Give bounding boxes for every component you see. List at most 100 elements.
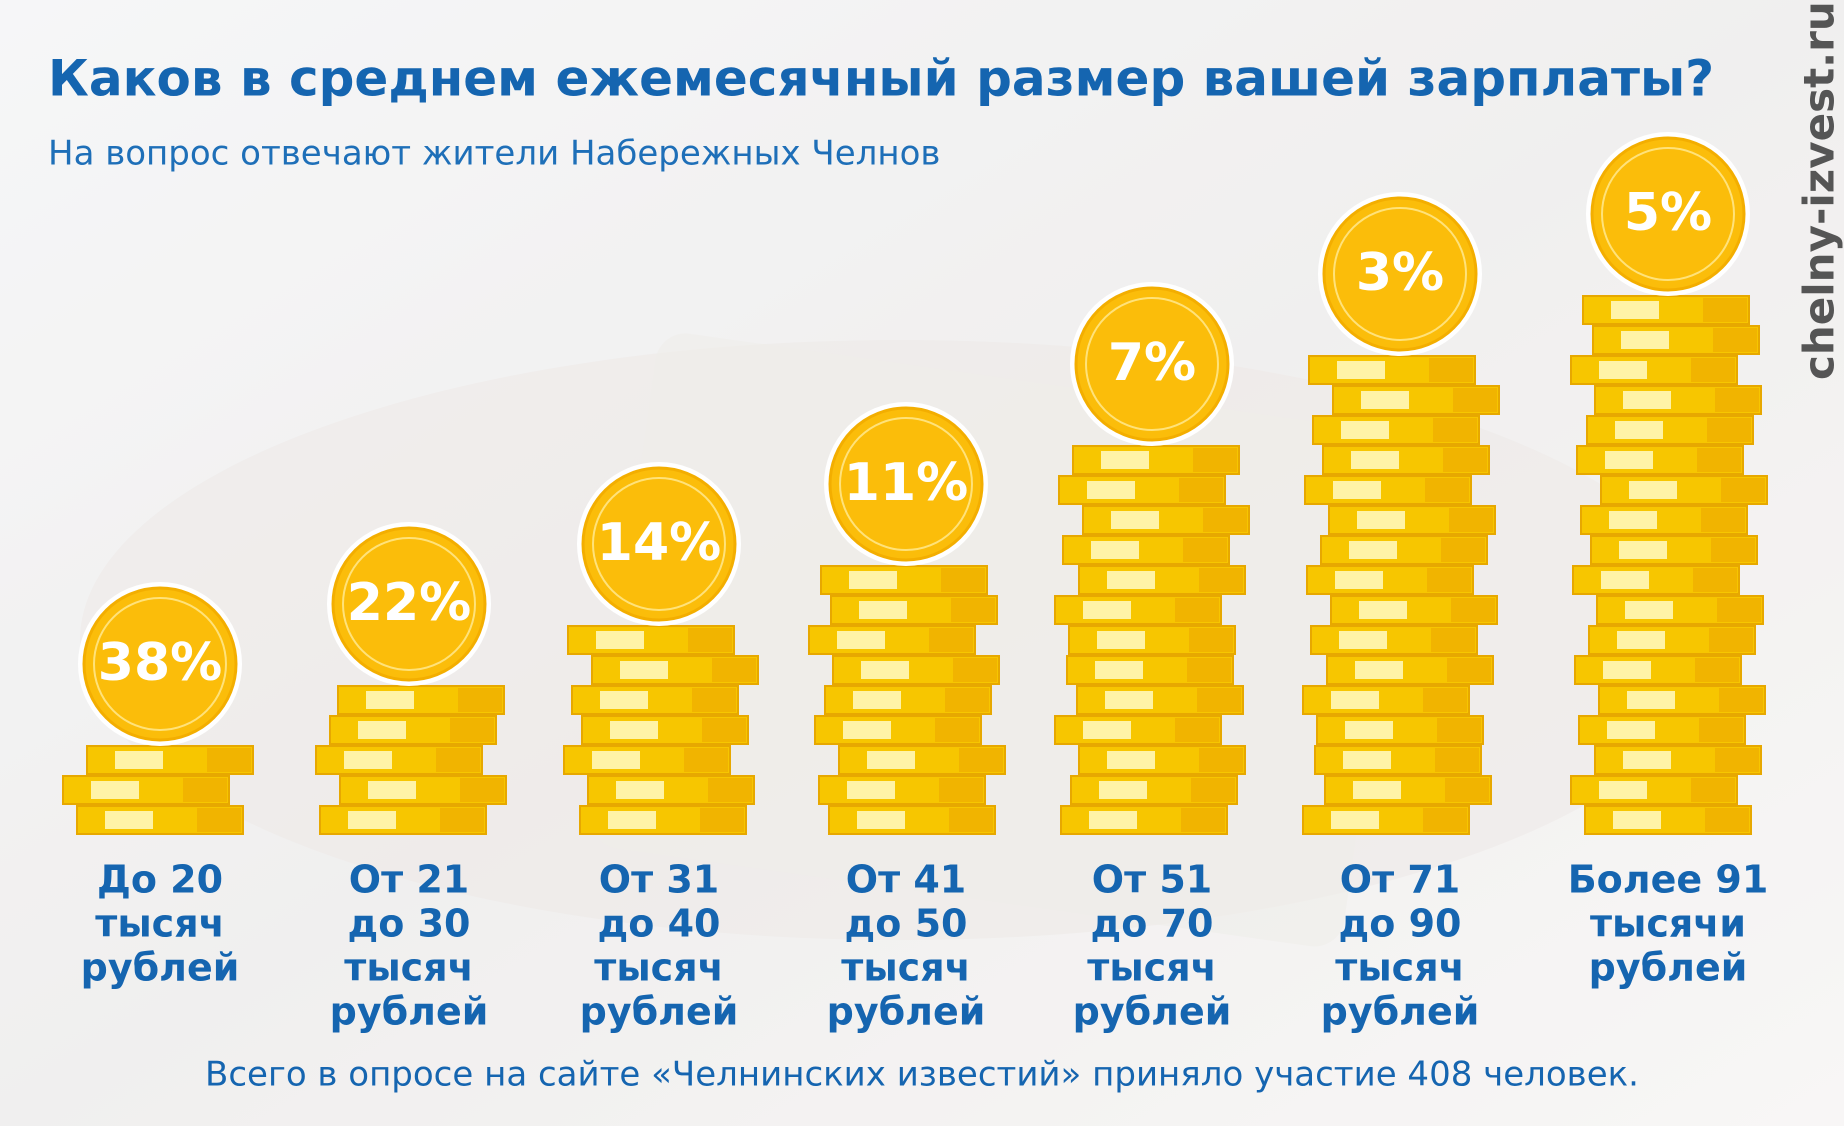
badge-inner bbox=[342, 537, 476, 671]
value-badge bbox=[581, 466, 737, 622]
coin-shine bbox=[1603, 661, 1651, 679]
value-label: 11% bbox=[844, 453, 968, 513]
value-badge bbox=[82, 586, 238, 742]
coin-shine bbox=[1627, 691, 1675, 709]
coin-edge bbox=[708, 778, 752, 802]
coin-edge bbox=[183, 778, 227, 802]
coin-edge bbox=[1697, 448, 1741, 472]
coin-edge bbox=[1711, 538, 1755, 562]
coin-edge bbox=[949, 808, 993, 832]
coin-edge bbox=[1693, 568, 1737, 592]
category-label: тысяч bbox=[594, 946, 723, 990]
coin-shine bbox=[849, 571, 897, 589]
category-label: рублей bbox=[330, 990, 489, 1034]
badge-inner bbox=[592, 477, 726, 611]
coin-shine bbox=[1089, 811, 1137, 829]
coin-edge bbox=[1715, 388, 1759, 412]
category-label: От 51 bbox=[1092, 858, 1212, 902]
coin-edge bbox=[197, 808, 241, 832]
coin-shine bbox=[358, 721, 406, 739]
category-label: рублей bbox=[827, 990, 986, 1034]
coin-edge bbox=[1447, 658, 1491, 682]
coin-shine bbox=[1351, 451, 1399, 469]
coin-edge bbox=[1423, 688, 1467, 712]
coin-edge bbox=[702, 718, 746, 742]
coin-shine bbox=[1083, 601, 1131, 619]
coin-shine bbox=[1111, 511, 1159, 529]
coin-edge bbox=[460, 778, 504, 802]
category-label: От 31 bbox=[599, 858, 719, 902]
coin-shine bbox=[853, 691, 901, 709]
value-label: 22% bbox=[347, 573, 471, 633]
coin-edge bbox=[712, 658, 756, 682]
coin-edge bbox=[1449, 508, 1493, 532]
coin-stack bbox=[808, 565, 1006, 835]
category-label: до 90 bbox=[1339, 902, 1462, 946]
coin-stack bbox=[1302, 355, 1500, 835]
coin-shine bbox=[1359, 601, 1407, 619]
value-label: 3% bbox=[1356, 243, 1444, 303]
category-label: тысяч bbox=[841, 946, 970, 990]
coin-shine bbox=[115, 751, 163, 769]
coin-edge bbox=[684, 748, 728, 772]
coin-shine bbox=[1621, 331, 1669, 349]
coin-edge bbox=[953, 658, 997, 682]
coin-edge bbox=[1703, 298, 1747, 322]
category-label: до 70 bbox=[1091, 902, 1214, 946]
category-label: От 21 bbox=[349, 858, 469, 902]
coin-shine bbox=[1331, 691, 1379, 709]
watermark: chelny-izvest.ru bbox=[1795, 1, 1844, 380]
coin-shine bbox=[1609, 511, 1657, 529]
coin-edge bbox=[1425, 478, 1469, 502]
category-label: рублей bbox=[1073, 990, 1232, 1034]
coin-edge bbox=[1717, 598, 1761, 622]
coin-shine bbox=[1619, 541, 1667, 559]
coin-shine bbox=[859, 601, 907, 619]
coin-edge bbox=[450, 718, 494, 742]
coin-edge bbox=[1179, 478, 1223, 502]
coin-shine bbox=[1105, 691, 1153, 709]
coin-edge bbox=[1189, 628, 1233, 652]
coin-shine bbox=[1625, 601, 1673, 619]
chart-title: Каков в среднем ежемесячный размер вашей… bbox=[48, 50, 1714, 108]
coin-shine bbox=[1087, 481, 1135, 499]
coin-edge bbox=[1691, 778, 1735, 802]
coin-edge bbox=[1197, 688, 1241, 712]
badge-inner bbox=[1085, 297, 1219, 431]
coin-shine bbox=[592, 751, 640, 769]
coin-shine bbox=[1355, 661, 1403, 679]
category-label: тысяч bbox=[1335, 946, 1464, 990]
value-badge bbox=[1074, 286, 1230, 442]
coin-edge bbox=[1691, 358, 1735, 382]
coin-shine bbox=[861, 661, 909, 679]
value-label: 5% bbox=[1624, 183, 1712, 243]
coin-shine bbox=[1623, 391, 1671, 409]
coin-stack bbox=[62, 745, 254, 835]
coin-edge bbox=[692, 688, 736, 712]
coin-edge bbox=[1443, 448, 1487, 472]
value-badge bbox=[331, 526, 487, 682]
coin-edge bbox=[440, 808, 484, 832]
coin-edge bbox=[1175, 718, 1219, 742]
coin-edge bbox=[1451, 598, 1495, 622]
coin-shine bbox=[1623, 751, 1671, 769]
coin-shine bbox=[610, 721, 658, 739]
category-label: рублей bbox=[1589, 946, 1748, 990]
coin-edge bbox=[1199, 748, 1243, 772]
coin-shine bbox=[620, 661, 668, 679]
coin-edge bbox=[1431, 628, 1475, 652]
coin-edge bbox=[1433, 418, 1477, 442]
coin-edge bbox=[1713, 328, 1757, 352]
value-badge bbox=[1590, 136, 1746, 292]
coin-edge bbox=[1193, 448, 1237, 472]
coin-edge bbox=[1429, 358, 1473, 382]
coin-stack bbox=[1570, 295, 1768, 835]
coin-edge bbox=[935, 718, 979, 742]
coin-shine bbox=[344, 751, 392, 769]
coin-shine bbox=[1331, 811, 1379, 829]
coin-edge bbox=[700, 808, 744, 832]
category-label: тысячи bbox=[1590, 902, 1746, 946]
coin-shine bbox=[1339, 631, 1387, 649]
coin-edge bbox=[951, 598, 995, 622]
